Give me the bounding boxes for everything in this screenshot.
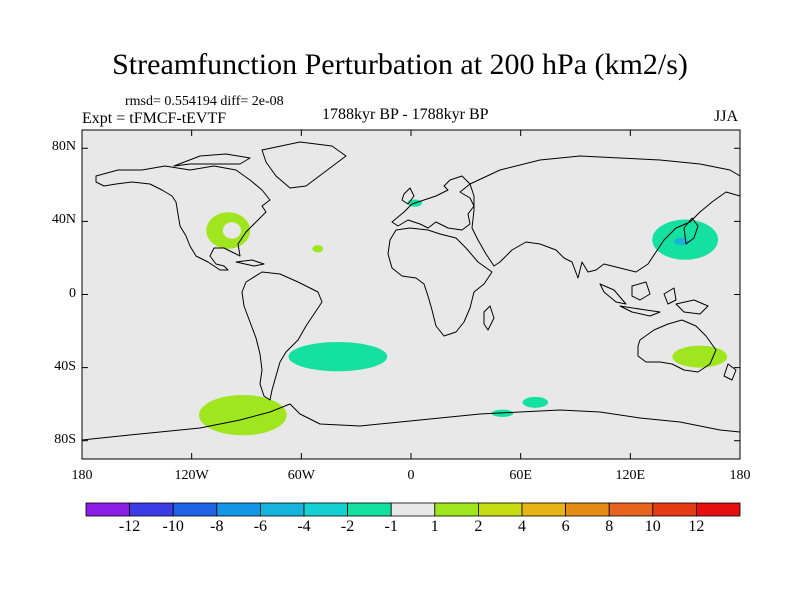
colorbar-label: 1 bbox=[430, 518, 439, 535]
colorbar-swatch bbox=[565, 502, 610, 517]
x-tick-label: 180 bbox=[71, 468, 93, 483]
y-tick-label: 80N bbox=[51, 139, 76, 155]
axis-ticks bbox=[81, 130, 741, 459]
colorbar-swatch bbox=[172, 502, 218, 517]
colorbar-label: -4 bbox=[297, 518, 311, 535]
x-tick-label: 180 bbox=[729, 468, 751, 483]
x-tick-label: 60E bbox=[509, 468, 532, 483]
colorbar-swatch bbox=[608, 502, 654, 517]
colorbar-label: 12 bbox=[688, 518, 705, 535]
colorbar-swatch bbox=[521, 502, 566, 517]
y-tick-label: 80S bbox=[54, 431, 76, 447]
anomaly-region-south-atlantic bbox=[288, 342, 388, 372]
colorbar-label: 10 bbox=[644, 518, 661, 535]
anomaly-region-hole bbox=[222, 222, 242, 239]
anomaly-region-tasman bbox=[672, 345, 728, 368]
stats-text: rmsd= 0.554194 diff= 2e-08 bbox=[125, 94, 284, 109]
colorbar-swatch bbox=[696, 502, 741, 517]
colorbar-label: 8 bbox=[605, 518, 614, 535]
colorbar-label: 6 bbox=[561, 518, 570, 535]
anomaly-region-west-atlantic-small bbox=[312, 245, 324, 253]
colorbar-swatch bbox=[434, 502, 479, 517]
anomaly-region-southeast-pacific bbox=[198, 395, 287, 436]
colorbar-swatch bbox=[477, 502, 523, 517]
x-tick-label: 120W bbox=[174, 468, 209, 483]
y-tick-label: 0 bbox=[69, 285, 76, 301]
chart-title: Streamfunction Perturbation at 200 hPa (… bbox=[112, 48, 688, 81]
colorbar-label: -1 bbox=[384, 518, 398, 535]
colorbar-swatch bbox=[216, 502, 261, 517]
anomaly-regions bbox=[198, 199, 728, 436]
period-label: 1788kyr BP - 1788kyr BP bbox=[322, 106, 489, 123]
colorbar-swatch bbox=[129, 502, 174, 517]
x-tick-label: 60W bbox=[287, 468, 315, 483]
colorbar-swatch bbox=[303, 502, 348, 517]
y-tick-label: 40N bbox=[51, 212, 76, 228]
colorbar-label: -8 bbox=[210, 518, 224, 535]
x-tick-label: 120E bbox=[615, 468, 646, 483]
colorbar-label: -2 bbox=[340, 518, 355, 535]
colorbar-swatch bbox=[85, 502, 130, 517]
colorbar-swatch bbox=[390, 502, 436, 517]
colorbar-label: 2 bbox=[474, 518, 483, 535]
colorbar-swatch bbox=[652, 502, 697, 517]
experiment-label: Expt = tFMCF-tEVTF bbox=[82, 110, 227, 127]
anomaly-region-south-indian-2 bbox=[522, 396, 549, 408]
colorbar-swatch bbox=[347, 502, 392, 517]
colorbar-swatch bbox=[259, 502, 305, 517]
colorbar-label: 4 bbox=[518, 518, 526, 535]
colorbar-label: -6 bbox=[253, 518, 268, 535]
coastlines bbox=[82, 141, 740, 441]
map-background bbox=[82, 130, 740, 459]
y-tick-label: 40S bbox=[54, 358, 76, 374]
colorbar-label: -10 bbox=[162, 518, 184, 535]
x-tick-label: 0 bbox=[407, 468, 415, 483]
season-label: JJA bbox=[714, 108, 739, 125]
colorbar-label: -12 bbox=[118, 518, 141, 535]
colorbar bbox=[85, 502, 741, 517]
